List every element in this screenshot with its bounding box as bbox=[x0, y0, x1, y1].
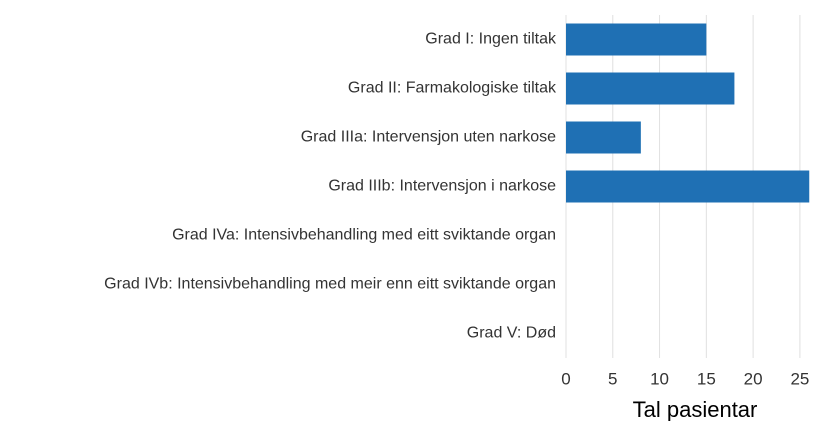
y-tick-label: Grad IIIa: Intervensjon uten narkose bbox=[301, 129, 556, 146]
y-tick-label: Grad IVb: Intensivbehandling med meir en… bbox=[104, 276, 556, 293]
y-tick-label: Grad IVa: Intensivbehandling med eitt sv… bbox=[172, 227, 556, 244]
bar bbox=[566, 72, 735, 105]
x-tick-label: 0 bbox=[561, 369, 570, 388]
bar bbox=[566, 121, 641, 154]
y-tick-label: Grad V: Død bbox=[467, 325, 556, 342]
x-tick-label: 20 bbox=[744, 369, 763, 388]
x-tick-label: 10 bbox=[650, 369, 669, 388]
x-tick-label: 5 bbox=[608, 369, 617, 388]
y-tick-label: Grad IIIb: Intervensjon i narkose bbox=[328, 178, 556, 195]
x-tick-label: 25 bbox=[790, 369, 809, 388]
bar bbox=[566, 23, 707, 56]
bar bbox=[566, 170, 810, 203]
x-tick-label: 15 bbox=[697, 369, 716, 388]
y-tick-label: Grad I: Ingen tiltak bbox=[425, 31, 557, 48]
y-tick-label: Grad II: Farmakologiske tiltak bbox=[348, 80, 557, 97]
x-axis-title: Tal pasientar bbox=[633, 397, 758, 421]
